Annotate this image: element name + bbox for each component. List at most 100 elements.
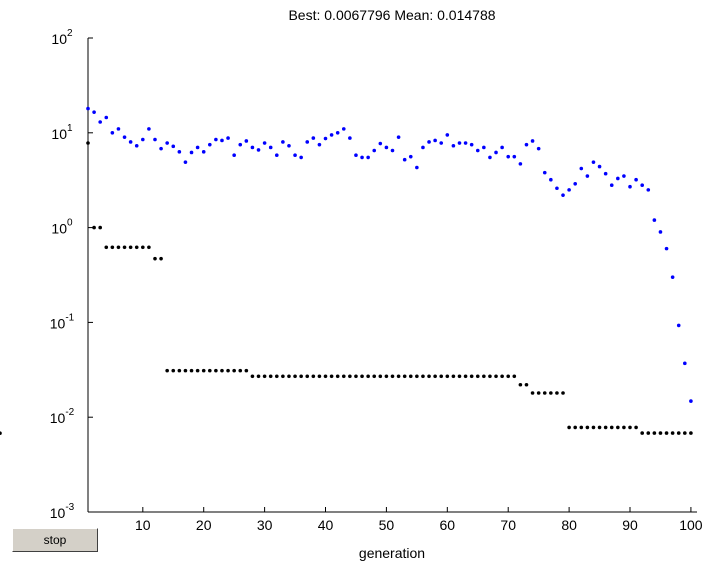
data-point: [232, 368, 236, 373]
data-point: [299, 374, 303, 379]
data-point: [354, 374, 358, 379]
data-point: [683, 361, 687, 366]
y-tick-label: 10-1: [50, 312, 75, 331]
data-point: [281, 374, 285, 379]
data-point: [628, 184, 632, 189]
data-point: [305, 374, 310, 379]
data-point: [439, 141, 444, 145]
data-point: [116, 127, 121, 131]
data-point: [415, 165, 419, 170]
data-point: [451, 143, 456, 148]
data-point: [171, 144, 176, 149]
data-point: [214, 368, 218, 373]
data-point: [329, 133, 334, 137]
data-point: [226, 368, 230, 373]
data-point: [579, 166, 584, 171]
data-point: [360, 155, 364, 160]
data-point: [463, 374, 468, 379]
data-point: [293, 153, 297, 158]
data-point: [177, 150, 182, 154]
data-point: [402, 157, 407, 162]
data-point: [634, 177, 638, 182]
data-point: [439, 374, 444, 379]
data-point: [238, 142, 243, 147]
data-point: [646, 188, 651, 192]
data-point: [408, 374, 413, 379]
x-tick-label: 70: [500, 517, 516, 533]
data-point: [250, 374, 255, 379]
stop-button[interactable]: stop: [12, 528, 98, 552]
data-point: [110, 245, 115, 250]
x-tick-label: 60: [440, 517, 456, 533]
data-point: [670, 275, 675, 279]
data-point: [171, 368, 176, 373]
data-point: [153, 137, 157, 142]
data-point: [165, 368, 169, 373]
data-point: [366, 155, 370, 160]
data-point: [372, 374, 377, 379]
data-point: [536, 391, 541, 395]
data-point: [323, 374, 328, 379]
data-point: [165, 141, 169, 145]
y-tick-label: 10-3: [50, 502, 75, 521]
data-point: [244, 368, 249, 373]
data-point: [183, 160, 188, 164]
data-point: [317, 142, 322, 147]
data-point: [153, 256, 157, 261]
data-point: [226, 136, 230, 140]
data-point: [469, 374, 474, 379]
data-point: [415, 374, 419, 379]
data-point: [335, 131, 340, 135]
data-point: [549, 177, 553, 182]
data-point: [542, 391, 547, 395]
data-point: [646, 431, 651, 435]
data-point: [494, 374, 498, 379]
data-point: [274, 153, 279, 158]
data-point: [287, 374, 291, 379]
data-point: [640, 431, 644, 435]
data-point: [609, 183, 614, 188]
data-point: [92, 110, 96, 114]
data-point: [402, 374, 407, 379]
data-point: [609, 425, 614, 430]
x-axis-label: generation: [359, 545, 425, 561]
data-point: [311, 374, 316, 379]
data-point: [323, 136, 328, 141]
data-point: [128, 245, 133, 250]
data-point: [354, 153, 358, 158]
data-point: [220, 368, 224, 373]
data-point: [104, 245, 109, 250]
data-point: [274, 374, 279, 379]
data-point: [542, 170, 547, 175]
data-point: [195, 368, 200, 373]
data-point: [536, 146, 541, 151]
data-point: [555, 186, 559, 191]
data-point: [634, 425, 638, 430]
data-point: [256, 374, 261, 379]
data-point: [475, 148, 480, 153]
data-point: [250, 145, 255, 150]
data-point: [603, 171, 608, 176]
data-point: [524, 382, 529, 387]
data-point: [214, 137, 218, 142]
data-point: [616, 176, 620, 181]
data-point: [208, 368, 212, 373]
data-point: [488, 374, 492, 379]
data-point: [147, 127, 151, 131]
data-point: [408, 154, 413, 159]
data-point: [189, 368, 194, 373]
data-point: [98, 225, 102, 230]
data-point: [664, 431, 669, 435]
data-point: [640, 183, 644, 188]
x-tick-label: 100: [679, 517, 703, 533]
data-point: [183, 368, 188, 373]
data-point: [232, 153, 236, 158]
data-point: [524, 142, 529, 147]
data-point: [159, 146, 163, 151]
data-point: [433, 374, 437, 379]
data-point: [475, 374, 480, 379]
data-point: [591, 425, 596, 430]
data-point: [683, 431, 687, 435]
data-point: [530, 139, 535, 143]
